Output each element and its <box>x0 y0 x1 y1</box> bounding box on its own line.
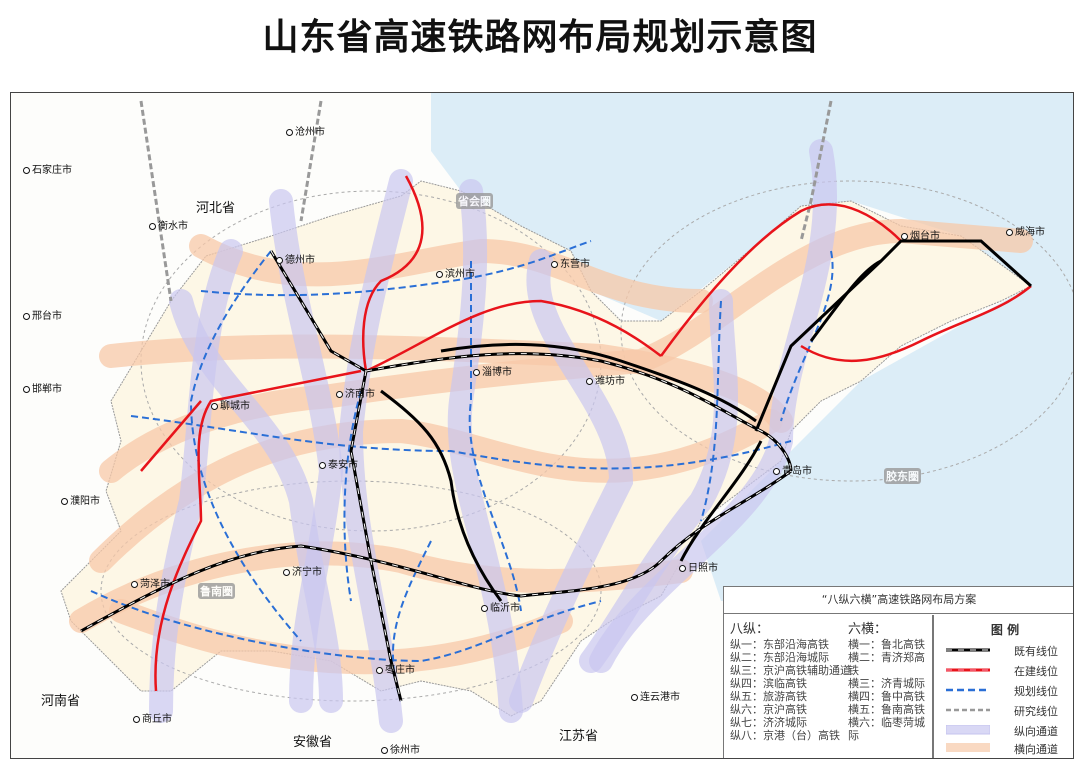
city-label: 枣庄市 <box>376 661 415 676</box>
city-label: 济宁市 <box>283 563 322 578</box>
existing-line-icon <box>946 648 990 652</box>
horizontal-item: 横五：鲁南高铁 <box>848 703 925 716</box>
planned-line-icon <box>946 688 990 692</box>
vertical-item: 纵五：旅游高铁 <box>730 690 807 703</box>
province-label: 河南省 <box>41 694 81 709</box>
research-lines <box>139 100 833 302</box>
legend-plan-title: “八纵六横”高速铁路网布局方案 <box>724 587 1073 614</box>
city-label: 威海市 <box>1006 223 1045 238</box>
city-label: 临沂市 <box>481 599 520 614</box>
vertical-header: 八纵： <box>730 622 770 637</box>
city-label: 濮阳市 <box>61 492 100 507</box>
zone-label: 鲁南圈 <box>198 583 235 599</box>
legend-label: 规划线位 <box>1014 685 1058 698</box>
legend-label: 在建线位 <box>1014 665 1058 678</box>
vertical-item: 纵二：东部沿海城际 <box>730 651 829 664</box>
city-label: 邯郸市 <box>23 380 62 395</box>
city-label: 菏泽市 <box>131 575 170 590</box>
horizontal-item: 横三：济青城际 <box>848 677 925 690</box>
vertical-item: 纵六：京沪高铁 <box>730 703 807 716</box>
legend-key: 图 例 既有线位 在建线位 规划线位 研究线位 纵向通道 <box>932 615 1073 758</box>
vertical-item: 纵四：滨临高铁 <box>730 677 807 690</box>
zone-label: 胶东圈 <box>884 468 921 484</box>
legend-research: 研究线位 <box>946 703 1066 719</box>
horizontal-item: 横四：鲁中高铁 <box>848 690 925 703</box>
legend-label: 研究线位 <box>1014 705 1058 718</box>
city-label: 连云港市 <box>631 688 680 703</box>
city-label: 青岛市 <box>773 462 812 477</box>
legend-planned: 规划线位 <box>946 683 1066 699</box>
city-label: 德州市 <box>276 251 315 266</box>
horizontal-header: 六横： <box>848 622 888 637</box>
map-frame: 河北省 河南省 安徽省 江苏省 沧州市 石家庄市 衡水市 邢台市 邯郸市 濮阳市… <box>10 92 1074 759</box>
city-label: 商丘市 <box>133 710 172 725</box>
city-label: 东营市 <box>551 255 590 270</box>
research-line-icon <box>946 708 990 712</box>
city-label: 泰安市 <box>319 456 358 471</box>
city-label: 沧州市 <box>286 123 325 138</box>
economic-circle <box>620 180 1073 482</box>
legend-existing: 既有线位 <box>946 643 1066 659</box>
zone-label: 省会圈 <box>456 193 493 209</box>
vertical-item: 纵八：京港（台）高铁 <box>730 729 840 742</box>
legend-label: 既有线位 <box>1014 645 1058 658</box>
city-label: 徐州市 <box>381 741 420 756</box>
legend-label: 横向通道 <box>1014 743 1058 756</box>
legend-vertical-corridor: 纵向通道 <box>946 723 1066 739</box>
city-label: 邢台市 <box>23 307 62 322</box>
province-label: 河北省 <box>196 201 236 216</box>
city-label: 日照市 <box>679 559 718 574</box>
map-canvas <box>60 93 1073 733</box>
city-label: 淄博市 <box>473 363 512 378</box>
legend-construction: 在建线位 <box>946 663 1066 679</box>
city-label: 滨州市 <box>436 265 475 280</box>
horizontal-item: 横六：临枣菏城际 <box>848 716 925 742</box>
horizontal-item: 横二：青济郑高铁 <box>848 651 925 677</box>
vertical-corridor-swatch <box>946 725 990 735</box>
construction-line-icon <box>946 668 990 672</box>
vertical-item: 纵三：京沪高铁辅助通道 <box>730 664 851 677</box>
city-label: 济南市 <box>336 385 375 400</box>
legend-label: 纵向通道 <box>1014 725 1058 738</box>
legend-key-title: 图 例 <box>990 623 1020 637</box>
legend-horizontal-corridor: 横向通道 <box>946 741 1066 757</box>
map-title: 山东省高速铁路网布局规划示意图 <box>262 16 818 58</box>
city-label: 潍坊市 <box>586 372 625 387</box>
construction-lines <box>140 175 1032 692</box>
city-label: 衡水市 <box>149 217 188 232</box>
horizontal-item: 横一：鲁北高铁 <box>848 638 925 651</box>
city-label: 烟台市 <box>901 227 940 242</box>
vertical-item: 纵七：济济城际 <box>730 716 807 729</box>
city-label: 石家庄市 <box>23 161 72 176</box>
legend-panel: “八纵六横”高速铁路网布局方案 八纵： 纵一：东部沿海高铁 纵二：东部沿海城际 … <box>723 586 1073 758</box>
province-label: 江苏省 <box>559 729 599 744</box>
horizontal-corridor-swatch <box>946 743 990 752</box>
vertical-item: 纵一：东部沿海高铁 <box>730 638 829 651</box>
province-label: 安徽省 <box>293 735 333 750</box>
city-label: 聊城市 <box>211 397 250 412</box>
